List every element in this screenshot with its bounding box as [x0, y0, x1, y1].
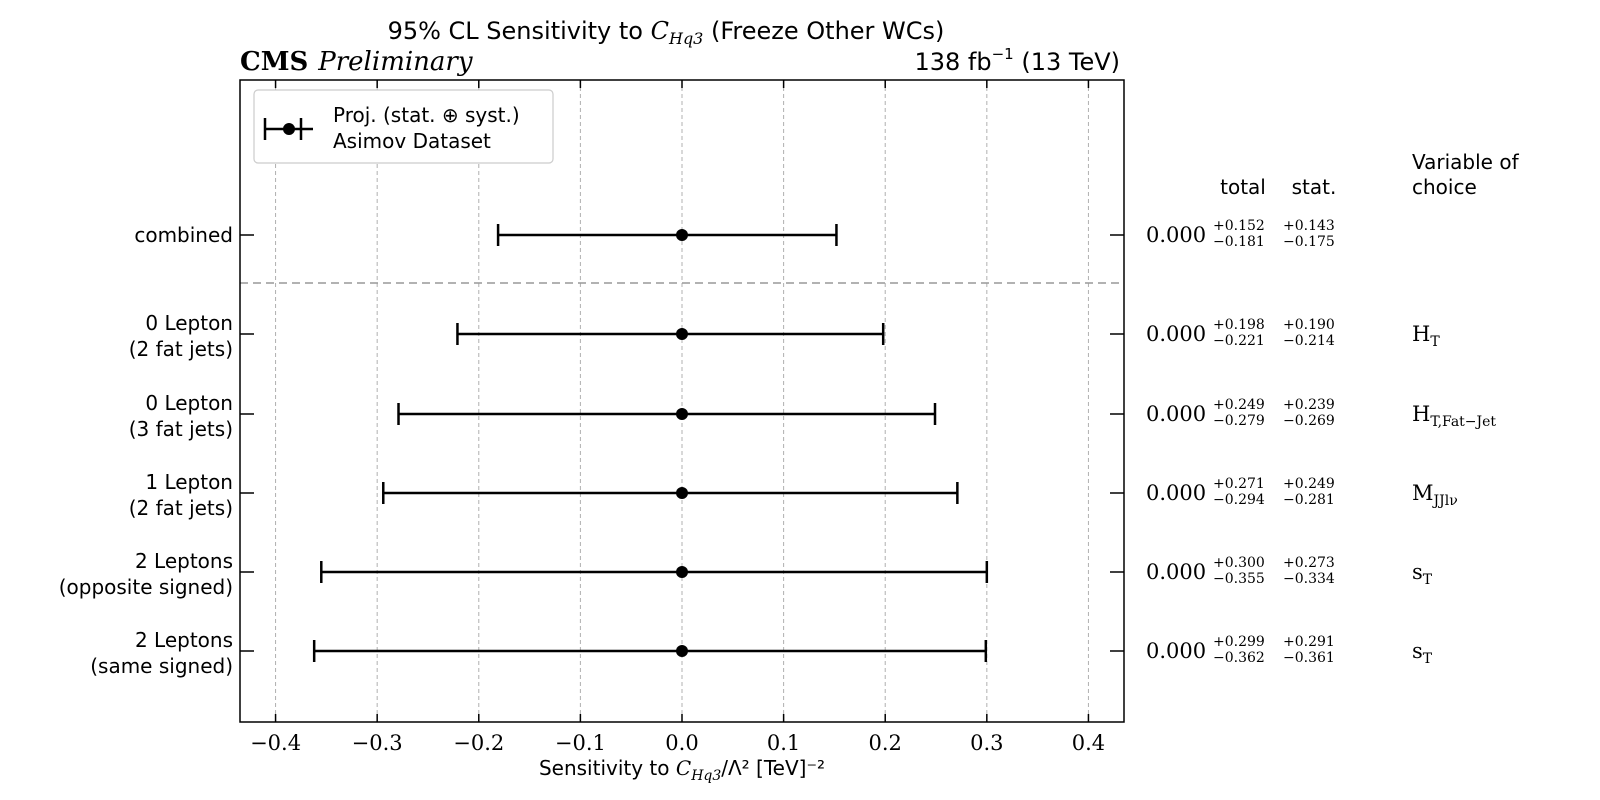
central-value: 0.000	[1146, 560, 1206, 584]
variable-choice: MJJlν	[1412, 481, 1458, 509]
stat-up: +0.249	[1283, 476, 1335, 492]
central-value: 0.000	[1146, 481, 1206, 505]
central-value: 0.000	[1146, 639, 1206, 663]
total-up: +0.271	[1213, 476, 1265, 492]
row-label: combined	[134, 223, 233, 247]
luminosity-label: 138 fb−1 (13 TeV)	[914, 45, 1120, 76]
data-marks	[312, 224, 989, 662]
variable-subscript: T	[1423, 651, 1433, 667]
legend-label-1: Proj. (stat. ⊕ syst.)	[333, 103, 520, 127]
total-down: −0.362	[1213, 650, 1265, 666]
x-tick-label: −0.4	[250, 731, 301, 755]
axis-ticks: −0.4 −0.3 −0.2 −0.1 0.0 0.1 0.2 0.3 0.4	[240, 80, 1124, 755]
x-axis-label: Sensitivity to CHq3/Λ² [TeV]⁻²	[539, 756, 825, 784]
x-tick-label: −0.3	[352, 731, 403, 755]
total-up: +0.198	[1213, 317, 1265, 333]
stat-up: +0.273	[1283, 555, 1335, 571]
central-point	[676, 408, 688, 420]
total-up: +0.152	[1213, 218, 1265, 234]
header-variable-1: Variable of	[1412, 150, 1520, 174]
central-value: 0.000	[1146, 402, 1206, 426]
central-value: 0.000	[1146, 322, 1206, 346]
stat-down: −0.281	[1283, 492, 1335, 508]
x-tick-label: 0.2	[869, 731, 902, 755]
row-sublabel: (2 fat jets)	[129, 496, 233, 520]
stat-up: +0.291	[1283, 634, 1335, 650]
total-down: −0.355	[1213, 571, 1265, 587]
total-down: −0.181	[1213, 234, 1265, 250]
stat-up: +0.190	[1283, 317, 1335, 333]
central-point	[676, 566, 688, 578]
total-down: −0.221	[1213, 333, 1265, 349]
legend-label-2: Asimov Dataset	[333, 129, 491, 153]
variable-subscript: T	[1423, 572, 1433, 588]
variable-choice: HT	[1412, 322, 1440, 350]
central-point	[676, 645, 688, 657]
total-up: +0.300	[1213, 555, 1265, 571]
header-total: total	[1220, 175, 1266, 199]
row-sublabel: (opposite signed)	[59, 575, 233, 599]
x-tick-label: 0.3	[970, 731, 1003, 755]
chart-title: 95% CL Sensitivity to CHq3 (Freeze Other…	[388, 17, 945, 48]
stat-down: −0.334	[1283, 571, 1335, 587]
central-point	[676, 328, 688, 340]
row-label: 1 Lepton	[145, 470, 233, 494]
variable-symbol: s	[1412, 560, 1423, 584]
row-label: 0 Lepton	[145, 311, 233, 335]
variable-symbol: M	[1412, 481, 1434, 505]
experiment-label: CMS Preliminary	[240, 47, 473, 77]
row-sublabel: (2 fat jets)	[129, 337, 233, 361]
total-up: +0.249	[1213, 397, 1265, 413]
variable-symbol: s	[1412, 639, 1423, 663]
row-sublabel: (3 fat jets)	[129, 417, 233, 441]
stat-down: −0.361	[1283, 650, 1335, 666]
variable-symbol: H	[1412, 402, 1430, 426]
central-value: 0.000	[1146, 223, 1206, 247]
stat-up: +0.239	[1283, 397, 1335, 413]
x-tick-label: 0.0	[665, 731, 698, 755]
header-variable-2: choice	[1412, 175, 1477, 199]
variable-symbol: H	[1412, 322, 1430, 346]
stat-up: +0.143	[1283, 218, 1335, 234]
central-point	[676, 229, 688, 241]
stat-down: −0.175	[1283, 234, 1335, 250]
x-tick-label: 0.1	[767, 731, 800, 755]
total-down: −0.294	[1213, 492, 1265, 508]
row-label: 0 Lepton	[145, 391, 233, 415]
row-label: 2 Leptons	[135, 549, 233, 573]
x-tick-label: 0.4	[1072, 731, 1105, 755]
variable-choice: HT,Fat−Jet	[1412, 402, 1496, 430]
total-up: +0.299	[1213, 634, 1265, 650]
legend-box	[253, 89, 554, 164]
total-down: −0.279	[1213, 413, 1265, 429]
stat-down: −0.269	[1283, 413, 1335, 429]
variable-choice: sT	[1412, 560, 1433, 588]
row-sublabel: (same signed)	[90, 654, 233, 678]
variable-choice: sT	[1412, 639, 1433, 667]
x-tick-label: −0.1	[555, 731, 606, 755]
legend-marker	[283, 123, 295, 135]
grid-lines	[275, 80, 1089, 722]
variable-subscript: T,Fat−Jet	[1430, 414, 1496, 430]
variable-subscript: T	[1430, 334, 1440, 350]
variable-subscript: JJlν	[1432, 493, 1458, 509]
stat-down: −0.214	[1283, 333, 1335, 349]
row-label: 2 Leptons	[135, 628, 233, 652]
central-point	[676, 487, 688, 499]
row-annotations: combined 0.000 +0.152−0.181 +0.143−0.175 0 L…	[59, 218, 1497, 678]
legend: Proj. (stat. ⊕ syst.) Asimov Dataset	[253, 89, 554, 164]
plot-frame	[239, 79, 1125, 723]
header-stat: stat.	[1292, 175, 1337, 199]
x-tick-label: −0.2	[453, 731, 504, 755]
